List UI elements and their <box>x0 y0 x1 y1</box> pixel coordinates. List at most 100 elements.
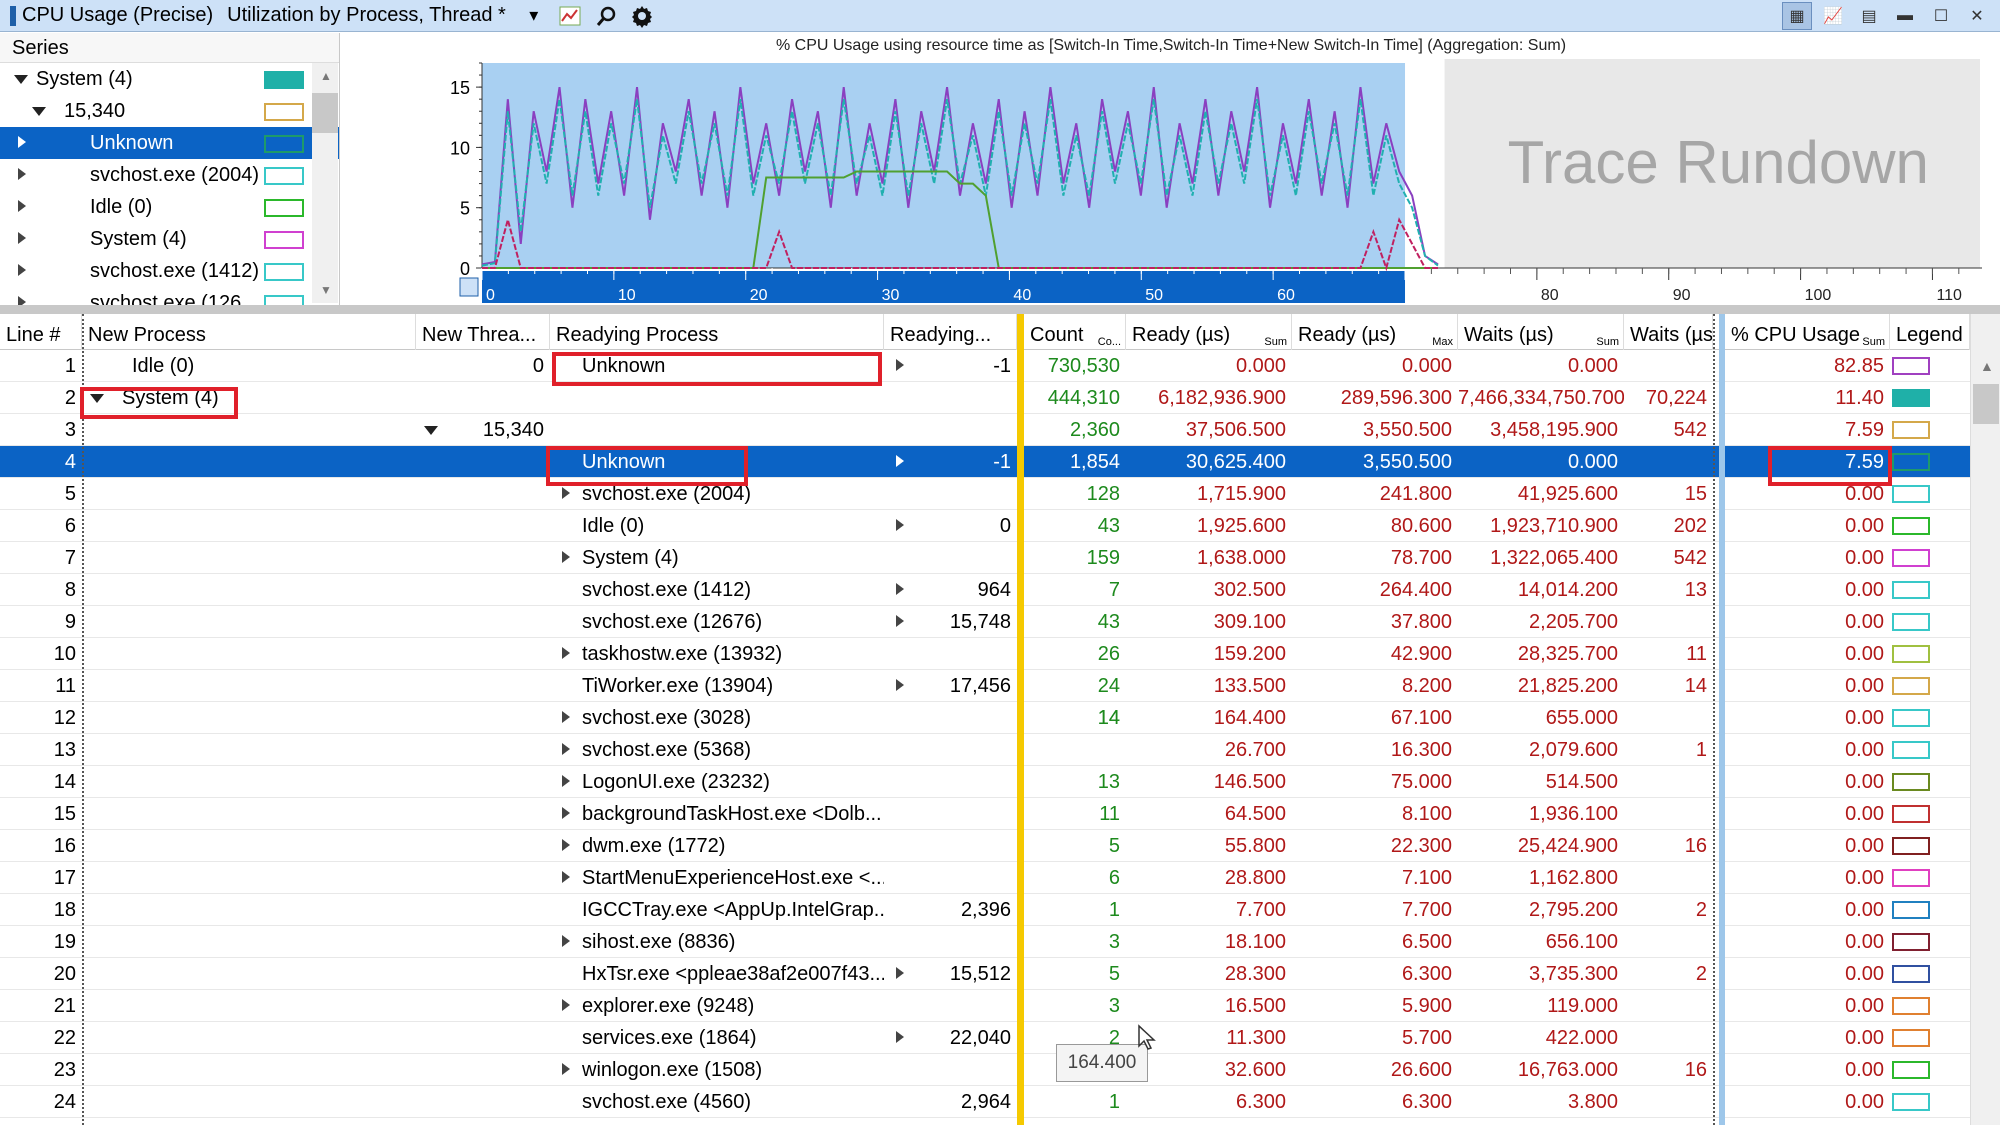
series-item[interactable]: System (4) <box>0 63 339 95</box>
column-header[interactable]: % CPU Usage Sum <box>1725 314 1890 350</box>
series-item[interactable]: System (4) <box>0 223 339 255</box>
expand-right-icon[interactable] <box>18 136 26 148</box>
pivot-divider[interactable] <box>1017 314 1024 1125</box>
table-row[interactable]: 1 Idle (0) 0 Unknown -1 730,530 0.000 0.000 0.00… <box>0 350 1970 382</box>
expand-right-icon[interactable] <box>896 615 904 627</box>
series-color-swatch[interactable] <box>264 135 304 153</box>
expand-right-icon[interactable] <box>562 551 570 563</box>
column-header[interactable]: Readying... <box>884 314 1017 350</box>
legend-swatch[interactable] <box>1892 965 1930 983</box>
series-color-swatch[interactable] <box>264 167 304 185</box>
table-view-icon[interactable]: ▤ <box>1861 8 1877 25</box>
column-header[interactable]: Readying Process <box>550 314 884 350</box>
legend-swatch[interactable] <box>1892 357 1930 375</box>
minimize-icon[interactable]: ▬ <box>1897 7 1913 24</box>
legend-swatch[interactable] <box>1892 453 1930 471</box>
column-header[interactable]: New Process <box>82 314 416 350</box>
table-row[interactable]: 11 TiWorker.exe (13904) 17,456 24 133.500 8.2… <box>0 670 1970 702</box>
expand-right-icon[interactable] <box>18 232 26 244</box>
maximize-icon[interactable]: ☐ <box>1933 8 1949 25</box>
legend-swatch[interactable] <box>1892 869 1930 887</box>
expand-right-icon[interactable] <box>562 743 570 755</box>
column-header[interactable]: Waits (µs <box>1624 314 1713 350</box>
expand-right-icon[interactable] <box>562 935 570 947</box>
table-chart-view-icon[interactable]: ▦ <box>1782 2 1812 30</box>
table-row[interactable]: 21 explorer.exe (9248) 3 16.500 5.900 119.000… <box>0 990 1970 1022</box>
legend-swatch[interactable] <box>1892 517 1930 535</box>
chart-canvas[interactable]: Trace Rundown 0 5 10 15 0 10 20 30 40 50 60 70 80 90 10… <box>342 33 2000 305</box>
expand-right-icon[interactable] <box>18 168 26 180</box>
column-header[interactable]: Ready (µs) Sum <box>1126 314 1292 350</box>
column-header[interactable]: Count Co... <box>1024 314 1126 350</box>
cpu-usage-chart[interactable]: % CPU Usage using resource time as [Swit… <box>342 33 2000 305</box>
table-row[interactable]: 14 LogonUI.exe (23232) 13 146.500 75.000 514.… <box>0 766 1970 798</box>
table-row[interactable]: 20 HxTsr.exe <ppleae38af2e007f43... 15,512… <box>0 958 1970 990</box>
expand-right-icon[interactable] <box>18 296 26 308</box>
expand-right-icon[interactable] <box>896 519 904 531</box>
legend-swatch[interactable] <box>1892 1093 1930 1111</box>
series-color-swatch[interactable] <box>264 263 304 281</box>
scroll-down-icon[interactable]: ▼ <box>320 283 332 297</box>
table-row[interactable]: 19 sihost.exe (8836) 3 18.100 6.500 656.100 0.… <box>0 926 1970 958</box>
table-row[interactable]: 3 15,340 2,360 37,506.500 3,550.500 3,458,195… <box>0 414 1970 446</box>
expand-right-icon[interactable] <box>896 583 904 595</box>
column-header[interactable]: New Threa... <box>416 314 550 350</box>
chart-view-icon[interactable]: 📈 <box>1823 8 1843 25</box>
expand-right-icon[interactable] <box>896 455 904 467</box>
series-color-swatch[interactable] <box>264 231 304 249</box>
legend-swatch[interactable] <box>1892 581 1930 599</box>
table-row[interactable]: 9 svchost.exe (12676) 15,748 43 309.100 37.80… <box>0 606 1970 638</box>
expand-right-icon[interactable] <box>896 967 904 979</box>
expand-right-icon[interactable] <box>18 264 26 276</box>
expand-right-icon[interactable] <box>562 647 570 659</box>
expand-right-icon[interactable] <box>562 807 570 819</box>
gear-icon[interactable] <box>628 3 656 29</box>
expand-right-icon[interactable] <box>896 1031 904 1043</box>
expand-right-icon[interactable] <box>562 871 570 883</box>
expand-down-icon[interactable] <box>424 426 438 435</box>
table-row[interactable]: 5 svchost.exe (2004) 128 1,715.900 241.800 41… <box>0 478 1970 510</box>
close-icon[interactable]: ✕ <box>1970 8 1984 25</box>
expand-right-icon[interactable] <box>562 775 570 787</box>
scroll-up-icon[interactable]: ▲ <box>320 69 332 83</box>
legend-swatch[interactable] <box>1892 677 1930 695</box>
table-row[interactable]: 10 taskhostw.exe (13932) 26 159.200 42.900 28… <box>0 638 1970 670</box>
legend-swatch[interactable] <box>1892 773 1930 791</box>
search-icon[interactable] <box>592 3 620 29</box>
table-row[interactable]: 24 svchost.exe (4560) 2,964 1 6.300 6.300 3.80… <box>0 1086 1970 1118</box>
expand-right-icon[interactable] <box>562 711 570 723</box>
table-row[interactable]: 7 System (4) 159 1,638.000 78.700 1,322,065.4… <box>0 542 1970 574</box>
series-color-swatch[interactable] <box>264 103 304 121</box>
legend-swatch[interactable] <box>1892 709 1930 727</box>
expand-right-icon[interactable] <box>896 679 904 691</box>
chart-image-icon[interactable] <box>556 3 584 29</box>
table-scroll-thumb[interactable] <box>1973 384 1999 424</box>
column-header[interactable]: Ready (µs) Max <box>1292 314 1458 350</box>
legend-swatch[interactable] <box>1892 485 1930 503</box>
scroll-up-icon[interactable]: ▲ <box>1980 358 1994 374</box>
legend-swatch[interactable] <box>1892 613 1930 631</box>
legend-swatch[interactable] <box>1892 997 1930 1015</box>
series-scroll-thumb[interactable] <box>312 93 338 133</box>
legend-swatch[interactable] <box>1892 805 1930 823</box>
expand-down-icon[interactable] <box>32 107 46 116</box>
table-row[interactable]: 22 services.exe (1864) 22,040 2 11.300 5.700 4… <box>0 1022 1970 1054</box>
expand-right-icon[interactable] <box>896 359 904 371</box>
expand-right-icon[interactable] <box>562 487 570 499</box>
table-row[interactable]: 2 System (4) 444,310 6,182,936.900 289,596.3… <box>0 382 1970 414</box>
view-selector[interactable]: Utilization by Process, Thread * <box>227 4 506 26</box>
column-header[interactable]: Legend <box>1890 314 1970 350</box>
table-row[interactable]: 6 Idle (0) 0 43 1,925.600 80.600 1,923,710.900… <box>0 510 1970 542</box>
graph-column-divider[interactable] <box>1719 314 1725 1125</box>
legend-swatch[interactable] <box>1892 901 1930 919</box>
legend-swatch[interactable] <box>1892 389 1930 407</box>
table-row[interactable]: 18 IGCCTray.exe <AppUp.IntelGrap... 2,396 1… <box>0 894 1970 926</box>
pane-splitter[interactable] <box>0 305 2000 314</box>
series-item[interactable]: svchost.exe (2004) <box>0 159 339 191</box>
legend-swatch[interactable] <box>1892 421 1930 439</box>
table-row[interactable]: 12 svchost.exe (3028) 14 164.400 67.100 655.0… <box>0 702 1970 734</box>
legend-swatch[interactable] <box>1892 645 1930 663</box>
series-color-swatch[interactable] <box>264 199 304 217</box>
expand-right-icon[interactable] <box>562 999 570 1011</box>
